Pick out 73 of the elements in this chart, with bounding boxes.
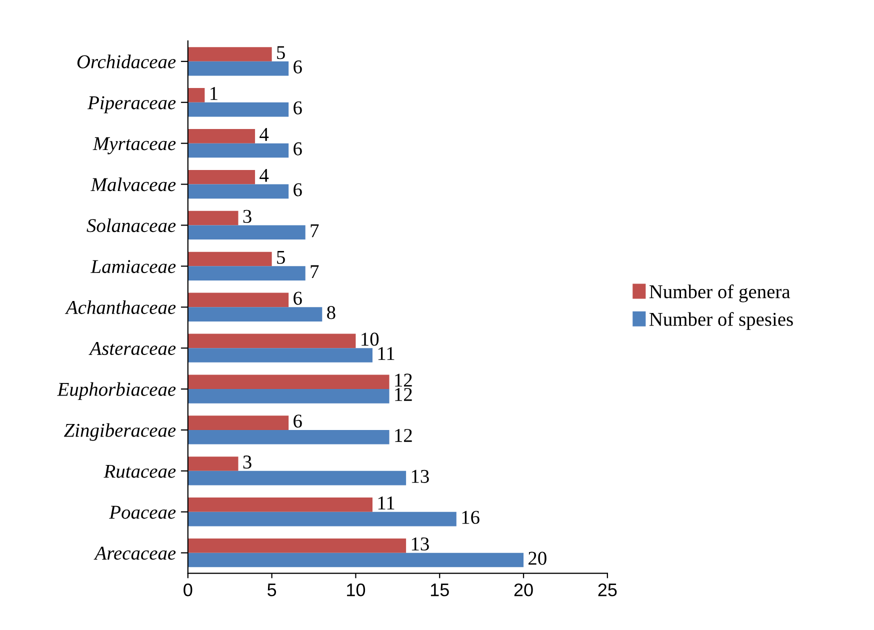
bar <box>188 307 322 322</box>
data-label: 13 <box>412 537 429 551</box>
data-label: 4 <box>260 128 269 141</box>
y-tick-label: Euphorbiaceae <box>57 382 176 400</box>
data-label: 6 <box>294 414 302 428</box>
bar <box>188 61 289 76</box>
data-label: 3 <box>243 210 252 223</box>
y-tick-label: Lamiaceae <box>90 260 176 274</box>
x-tick-label: 10 <box>347 584 366 596</box>
bar <box>188 266 306 281</box>
data-label: 13 <box>412 470 429 483</box>
data-label: 6 <box>294 142 302 156</box>
bar <box>188 512 456 526</box>
data-label: 6 <box>294 101 302 114</box>
bar <box>188 498 372 512</box>
bar <box>188 348 372 362</box>
y-tick-label: Zingiberaceae <box>64 423 176 441</box>
data-label: 6 <box>294 183 302 196</box>
bar <box>188 225 306 240</box>
data-label: 5 <box>277 46 285 60</box>
bar <box>188 184 289 199</box>
x-tick-label: 0 <box>184 584 192 596</box>
bar <box>188 292 289 308</box>
data-label: 12 <box>395 428 412 442</box>
y-tick-label: Malvaceae <box>90 178 176 192</box>
bar <box>188 456 238 471</box>
bar <box>188 334 356 348</box>
y-tick-label: Orchidaceae <box>77 54 176 68</box>
data-label: 12 <box>395 388 412 401</box>
data-label: 7 <box>310 224 319 238</box>
data-label: 20 <box>528 552 546 565</box>
legend-label: Number of spesies <box>649 312 793 330</box>
data-label: 6 <box>294 292 302 305</box>
bar <box>188 252 272 266</box>
bar <box>188 538 406 553</box>
x-tick-label: 5 <box>268 584 276 596</box>
data-label: 10 <box>362 332 379 346</box>
y-tick-label: Achanthaceae <box>64 300 176 314</box>
data-label: 12 <box>395 374 412 387</box>
data-label: 1 <box>210 87 218 100</box>
bar <box>188 170 256 184</box>
data-label: 4 <box>260 168 269 182</box>
y-tick-label: Arecaceae <box>94 546 176 560</box>
x-tick-label: 25 <box>598 584 617 596</box>
bar <box>188 416 289 430</box>
y-tick-label: Rutaceae <box>104 464 176 478</box>
data-label: 11 <box>378 347 394 360</box>
y-tick-label: Solanaceae <box>86 218 176 232</box>
bar <box>188 143 289 158</box>
data-label: 8 <box>327 306 336 320</box>
data-label: 6 <box>294 60 302 74</box>
bar <box>188 210 238 226</box>
y-tick-label: Piperaceae <box>87 96 176 114</box>
x-tick-label: 15 <box>430 584 449 596</box>
data-label: 3 <box>243 456 252 469</box>
data-label: 11 <box>378 496 394 510</box>
y-tick-label: Asteraceae <box>88 342 176 356</box>
bar <box>188 88 205 102</box>
y-tick-label: Poaceae <box>109 506 176 519</box>
bar <box>188 102 289 117</box>
data-label: 7 <box>310 265 319 278</box>
legend-label: Number of genera <box>649 284 790 302</box>
bar <box>188 374 390 390</box>
bar <box>188 470 406 486</box>
y-tick-label: Myrtaceae <box>92 137 176 154</box>
bar <box>188 552 524 568</box>
bar <box>188 128 256 144</box>
bar <box>188 389 390 404</box>
data-label: 16 <box>462 510 480 524</box>
bar <box>188 47 272 62</box>
x-tick-label: 20 <box>514 584 533 596</box>
data-label: 5 <box>277 250 285 264</box>
bar <box>188 430 390 444</box>
